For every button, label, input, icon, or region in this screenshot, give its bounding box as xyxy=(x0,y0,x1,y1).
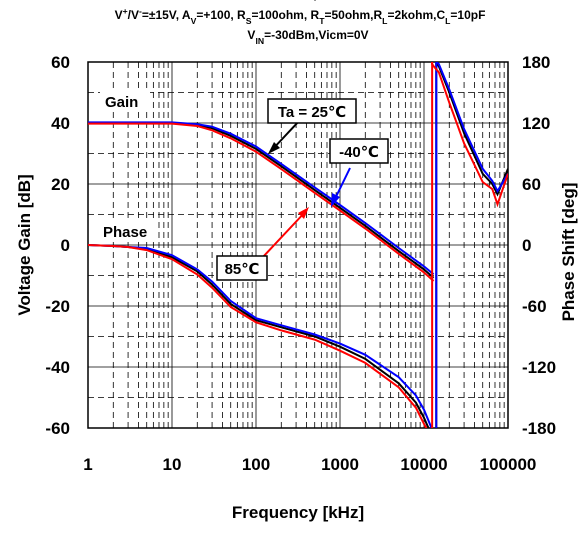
y-right-tick-label: 120 xyxy=(522,114,550,133)
y-left-tick-label: -60 xyxy=(45,419,70,438)
chart-title-partial: (V xyxy=(312,0,324,1)
ta25-label: Ta = 25℃ xyxy=(278,104,346,121)
t85-leader xyxy=(261,209,308,259)
t85-arrowhead xyxy=(298,207,309,219)
y-left-tick-label: 40 xyxy=(51,114,70,133)
y-right-tick-label: -120 xyxy=(522,358,556,377)
chart-subtitle-conditions: V+/V-=±15V, AV=+100, RS=100ohm, RT=50ohm… xyxy=(115,6,486,26)
y-right-tick-label: -60 xyxy=(522,297,547,316)
series-curves xyxy=(88,62,508,428)
y-right-tick-labels: 180 120 60 0 -60 -120 -180 xyxy=(522,53,556,438)
y-left-tick-label: -40 xyxy=(45,358,70,377)
ta25-box xyxy=(267,98,357,124)
m40-label: -40℃ xyxy=(339,144,379,161)
t85-box xyxy=(216,255,268,281)
m40-box xyxy=(329,138,389,164)
phase-line-series-1 xyxy=(88,62,508,428)
phase-label: Phase xyxy=(103,224,147,241)
x-tick-label: 1000 xyxy=(321,455,359,474)
y-right-tick-label: -180 xyxy=(522,419,556,438)
gain-label-box xyxy=(100,90,150,112)
y-axis-label-left: Voltage Gain [dB] xyxy=(15,174,34,315)
y-left-tick-label: 60 xyxy=(51,53,70,72)
y-left-tick-label: 0 xyxy=(61,236,70,255)
x-tick-label: 100 xyxy=(242,455,270,474)
x-tick-label: 10000 xyxy=(400,455,447,474)
y-left-tick-label: -20 xyxy=(45,297,70,316)
phase-label-box xyxy=(98,220,156,242)
y-left-tick-labels: 60 40 20 0 -20 -40 -60 xyxy=(45,53,70,438)
phase-line-series-2 xyxy=(88,62,508,428)
x-tick-labels: 1 10 100 1000 10000 100000 xyxy=(83,455,536,474)
x-tick-label: 10 xyxy=(163,455,182,474)
y-axis-label-right: Phase Shift [deg] xyxy=(559,183,578,322)
gain-line-series-1 xyxy=(88,121,435,276)
gain-label: Gain xyxy=(105,94,138,111)
chart-subtitle-input: VIN=-30dBm,Vicm=0V xyxy=(247,28,368,46)
m40-arrowhead xyxy=(331,193,340,207)
t85-label: 85℃ xyxy=(225,261,260,278)
x-tick-label: 100000 xyxy=(480,455,537,474)
temperature-callouts: Ta = 25℃ -40℃ 85℃ xyxy=(216,98,389,281)
y-right-tick-label: 180 xyxy=(522,53,550,72)
y-right-tick-label: 0 xyxy=(522,236,531,255)
x-tick-label: 1 xyxy=(83,455,92,474)
ta25-arrowhead xyxy=(268,142,280,154)
y-right-tick-label: 60 xyxy=(522,175,541,194)
x-axis-label: Frequency [kHz] xyxy=(232,503,364,522)
y-left-tick-label: 20 xyxy=(51,175,70,194)
gain-line-series-2 xyxy=(88,122,435,282)
